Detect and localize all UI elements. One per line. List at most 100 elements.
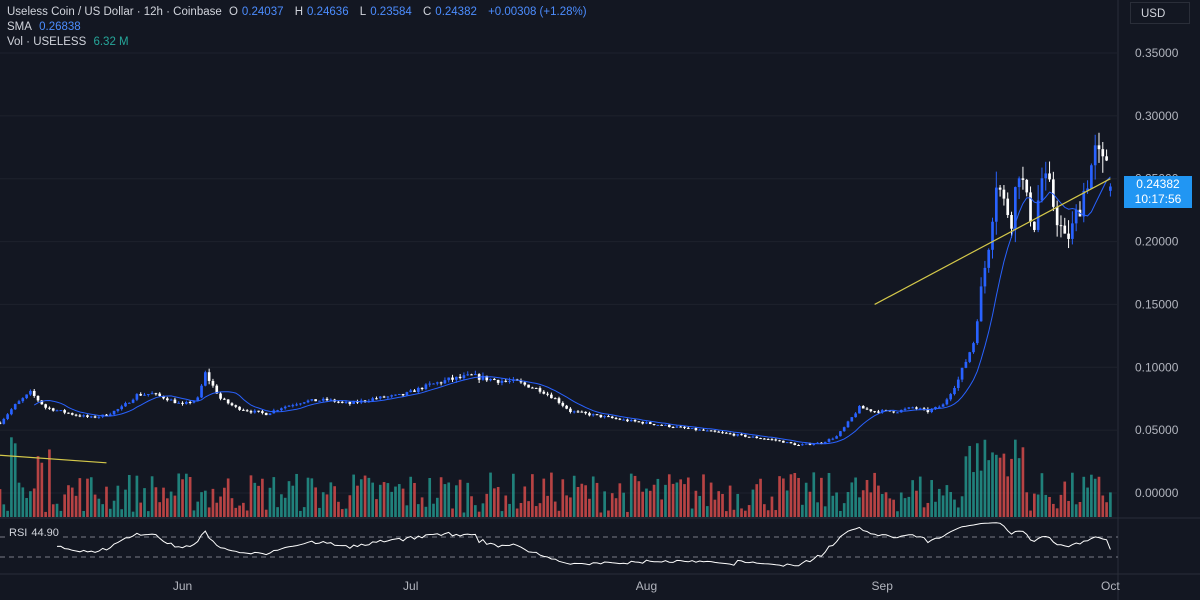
sma-legend[interactable]: SMA 0.26838 bbox=[7, 20, 85, 34]
volume-bar bbox=[405, 505, 409, 517]
volume-legend[interactable]: Vol · USELESS 6.32 M bbox=[7, 35, 133, 49]
volume-bar bbox=[143, 488, 146, 517]
candle-body bbox=[1006, 198, 1010, 216]
volume-bar bbox=[763, 504, 766, 517]
volume-bar bbox=[538, 503, 542, 517]
volume-bar bbox=[150, 476, 154, 517]
time-axis[interactable]: Jun Jul Aug Sep Oct bbox=[173, 579, 1121, 593]
volume-bar bbox=[215, 502, 219, 517]
candle-body bbox=[59, 410, 63, 412]
candle-body bbox=[462, 375, 466, 378]
volume-bar bbox=[272, 477, 276, 517]
candle-body bbox=[1040, 178, 1044, 201]
volume-bar bbox=[162, 487, 165, 517]
candle-body bbox=[329, 399, 333, 401]
candle-body bbox=[576, 411, 580, 413]
candle-body bbox=[97, 416, 101, 418]
volume-bar bbox=[0, 489, 2, 517]
volume-bar bbox=[637, 481, 641, 517]
volume-bar bbox=[29, 491, 32, 517]
candle-body bbox=[546, 393, 549, 395]
candle-body bbox=[382, 396, 386, 398]
volume-bar bbox=[63, 494, 66, 517]
volume-bar bbox=[584, 485, 587, 517]
currency-button[interactable]: USD bbox=[1130, 2, 1190, 24]
candle-body bbox=[740, 434, 743, 436]
volume-bar bbox=[998, 457, 1002, 517]
candle-body bbox=[496, 379, 500, 383]
candle-body bbox=[1013, 187, 1017, 229]
volume-bar bbox=[523, 486, 527, 517]
candle-body bbox=[124, 403, 127, 407]
candle-body bbox=[713, 430, 717, 432]
volume-bar bbox=[169, 491, 173, 517]
price-change: +0.00308 (+1.28%) bbox=[488, 6, 587, 18]
candle-body bbox=[850, 417, 854, 422]
volume-bar bbox=[318, 507, 321, 517]
price-axis[interactable]: 0.350000.300000.250000.200000.150000.100… bbox=[1135, 46, 1179, 500]
volume-bar bbox=[158, 502, 162, 517]
volume-bar bbox=[1074, 504, 1078, 517]
volume-bar bbox=[664, 484, 667, 517]
volume-bar bbox=[1063, 481, 1067, 517]
volume-bar bbox=[972, 472, 975, 517]
candle-body bbox=[865, 408, 869, 410]
volume-bar bbox=[375, 499, 378, 517]
symbol-title[interactable]: Useless Coin / US Dollar · 12h · Coinbas… bbox=[7, 6, 222, 18]
volume-bar bbox=[36, 456, 40, 517]
candle-body bbox=[1074, 209, 1078, 224]
candle-body bbox=[131, 399, 135, 403]
candle-body bbox=[242, 409, 245, 411]
candle-body bbox=[831, 438, 835, 440]
volume-bar bbox=[1090, 474, 1093, 517]
volume-bar bbox=[793, 472, 797, 517]
volume-bar bbox=[424, 506, 428, 517]
volume-bar bbox=[1010, 458, 1013, 517]
volume-bar bbox=[728, 485, 732, 517]
candle-body bbox=[276, 410, 279, 412]
volume-bar bbox=[987, 460, 991, 517]
volume-bar bbox=[481, 503, 485, 517]
candle-body bbox=[846, 421, 850, 428]
candle-body bbox=[987, 249, 991, 268]
volume-bar bbox=[59, 510, 63, 517]
rsi-legend[interactable]: RSI 44.90 bbox=[7, 527, 61, 539]
candle-body bbox=[17, 401, 21, 405]
candle-body bbox=[858, 406, 861, 414]
volume-bar bbox=[390, 491, 394, 517]
candle-body bbox=[420, 387, 424, 389]
candle-body bbox=[911, 407, 914, 409]
candle-body bbox=[972, 343, 975, 353]
candle-body bbox=[869, 409, 873, 412]
trendline-up[interactable] bbox=[874, 178, 1111, 305]
volume-bar bbox=[253, 482, 257, 517]
candle-body bbox=[922, 408, 926, 410]
volume-bar bbox=[854, 477, 857, 517]
trendline-left[interactable] bbox=[0, 454, 107, 464]
volume-bar bbox=[888, 498, 892, 517]
candle-body bbox=[454, 376, 458, 380]
volume-bar bbox=[801, 504, 804, 517]
volume-bar bbox=[1097, 476, 1101, 517]
candle-body bbox=[493, 378, 496, 380]
volume-bar bbox=[732, 509, 736, 517]
volume-bar bbox=[747, 505, 751, 517]
candle-body bbox=[759, 438, 762, 440]
volume-bar bbox=[740, 508, 743, 517]
volume-bar bbox=[485, 493, 489, 517]
volume-bar bbox=[531, 474, 534, 517]
candle-body bbox=[196, 397, 200, 401]
sma-value: 0.26838 bbox=[39, 21, 81, 33]
time-tick-label: Oct bbox=[1101, 579, 1120, 593]
volume-bar bbox=[413, 482, 416, 517]
candle-body bbox=[721, 432, 724, 434]
volume-bar bbox=[382, 482, 386, 517]
candle-body bbox=[842, 427, 846, 432]
candle-body bbox=[378, 396, 382, 399]
price-tick-label: 0.10000 bbox=[1135, 360, 1179, 374]
volume-bar bbox=[508, 503, 511, 517]
volume-bar bbox=[367, 477, 371, 517]
volume-bar bbox=[1105, 502, 1108, 517]
candle-body bbox=[637, 421, 641, 423]
